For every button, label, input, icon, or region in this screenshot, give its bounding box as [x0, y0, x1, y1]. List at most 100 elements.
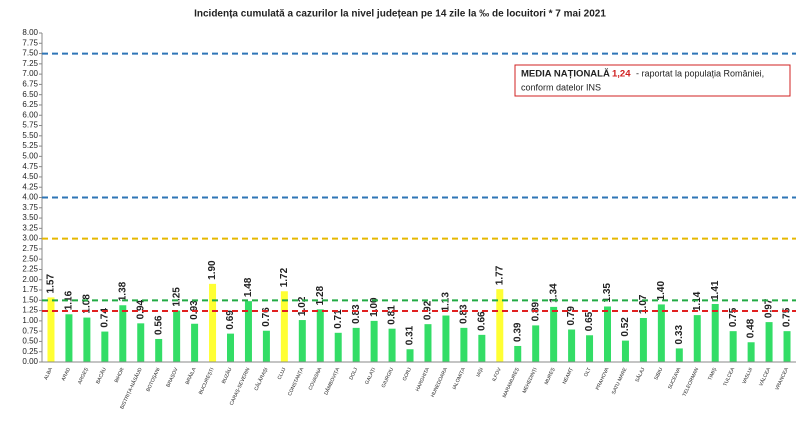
bar	[316, 309, 324, 362]
x-tick-label: MUREȘ	[544, 366, 557, 386]
y-tick-label: 5.75	[22, 121, 38, 130]
bar	[298, 320, 306, 362]
y-tick-label: 4.75	[22, 162, 38, 171]
y-tick-label: 3.25	[22, 223, 38, 232]
x-tick-label: ARAD	[61, 367, 72, 382]
value-label: 0.66	[476, 311, 487, 331]
value-label: 1.38	[117, 281, 128, 301]
bar	[101, 331, 109, 362]
value-label: 0.75	[782, 307, 793, 327]
value-label: 1.07	[638, 294, 649, 314]
x-tick-label: SUCEAVA	[667, 366, 683, 390]
bar	[334, 332, 342, 362]
value-label: 0.31	[405, 325, 416, 345]
value-label: 0.93	[189, 300, 200, 320]
y-tick-label: 4.50	[22, 172, 38, 181]
value-label: 1.40	[656, 281, 667, 301]
y-tick-label: 0.25	[22, 347, 38, 356]
annotation-box	[514, 64, 791, 97]
bar	[191, 323, 199, 362]
bar	[568, 329, 576, 362]
x-tick-label: IAȘI	[475, 367, 484, 378]
y-tick-label: 1.75	[22, 285, 38, 294]
bar	[155, 338, 163, 362]
value-label: 0.97	[764, 298, 775, 318]
value-label: 1.72	[279, 267, 290, 287]
x-tick-label: GORJ	[402, 366, 414, 382]
x-tick-label: PRAHOVA	[595, 366, 611, 391]
x-tick-label: GALAȚI	[364, 367, 377, 386]
x-tick-label: BOTOȘANI	[145, 367, 161, 393]
bar	[496, 289, 504, 362]
bar	[209, 283, 217, 362]
y-tick-label: 1.25	[22, 306, 38, 315]
bar	[244, 301, 252, 362]
value-label: 1.00	[369, 297, 380, 317]
x-tick-label: VASLUI	[741, 367, 754, 385]
y-tick-label: 2.50	[22, 254, 38, 263]
x-tick-label: GIURGIU	[381, 367, 396, 389]
x-tick-label: MEHEDINȚI	[522, 367, 539, 394]
value-label: 0.94	[135, 299, 146, 319]
annotation-note: conform datelor INS	[521, 82, 601, 92]
value-label: 1.28	[315, 285, 326, 305]
value-label: 0.52	[620, 317, 631, 337]
bar	[550, 306, 558, 362]
y-tick-label: 2.75	[22, 244, 38, 253]
bar	[747, 342, 755, 362]
x-tick-label: IALOMIȚA	[452, 366, 468, 390]
x-tick-label: BACĂU	[94, 366, 108, 385]
x-tick-label: ARGEȘ	[77, 366, 90, 385]
x-tick-label: ILFOV	[491, 366, 503, 382]
y-tick-label: 8.00	[22, 28, 38, 37]
y-tick-label: 5.25	[22, 141, 38, 150]
x-tick-label: VRANCEA	[774, 366, 790, 391]
bar	[729, 331, 737, 362]
value-label: 1.34	[548, 283, 559, 303]
bar	[65, 314, 73, 362]
y-tick-label: 6.00	[22, 110, 38, 119]
bar	[352, 327, 360, 362]
y-tick-label: 7.00	[22, 69, 38, 78]
value-label: 0.74	[99, 308, 110, 328]
value-label: 1.41	[710, 280, 721, 300]
x-tick-label: COVASNA	[308, 366, 324, 391]
bar	[604, 306, 611, 362]
x-tick-label: HARGHITA	[415, 366, 431, 392]
x-tick-label: TULCEA	[722, 366, 736, 387]
bar	[586, 335, 594, 362]
bar	[83, 317, 91, 362]
bar	[639, 317, 647, 362]
y-tick-label: 1.50	[22, 295, 38, 304]
x-tick-label: SIBIU	[653, 367, 664, 382]
bar	[532, 325, 540, 362]
x-tick-label: CONSTANȚA	[287, 366, 306, 397]
annotation-value: 1,24	[612, 69, 631, 80]
bar	[370, 320, 378, 362]
value-label: 1.25	[171, 287, 182, 307]
bar	[765, 322, 773, 362]
y-tick-label: 2.25	[22, 265, 38, 274]
y-tick-label: 2.00	[22, 275, 38, 284]
y-tick-label: 5.50	[22, 131, 38, 140]
y-tick-label: 5.00	[22, 151, 38, 160]
value-label: 1.02	[297, 296, 308, 316]
y-tick-label: 3.00	[22, 234, 38, 243]
annotation-label: MEDIA NAȚIONALĂ	[521, 69, 610, 80]
x-tick-label: TELEORMAN	[682, 367, 701, 398]
chart-title: Incidența cumulată a cazurilor la nivel …	[194, 9, 606, 20]
value-label: 0.83	[351, 304, 362, 324]
x-tick-label: VÂLCEA	[757, 366, 772, 387]
value-label: 0.48	[746, 318, 757, 338]
bar	[424, 324, 432, 362]
y-tick-label: 0.75	[22, 326, 38, 335]
bar	[47, 297, 55, 362]
bar	[388, 328, 396, 362]
value-label: 0.33	[674, 325, 685, 345]
y-tick-label: 1.00	[22, 316, 38, 325]
value-label: 0.79	[566, 306, 577, 326]
value-label: 0.83	[459, 304, 470, 324]
value-label: 1.08	[82, 294, 93, 314]
bar	[262, 330, 270, 362]
